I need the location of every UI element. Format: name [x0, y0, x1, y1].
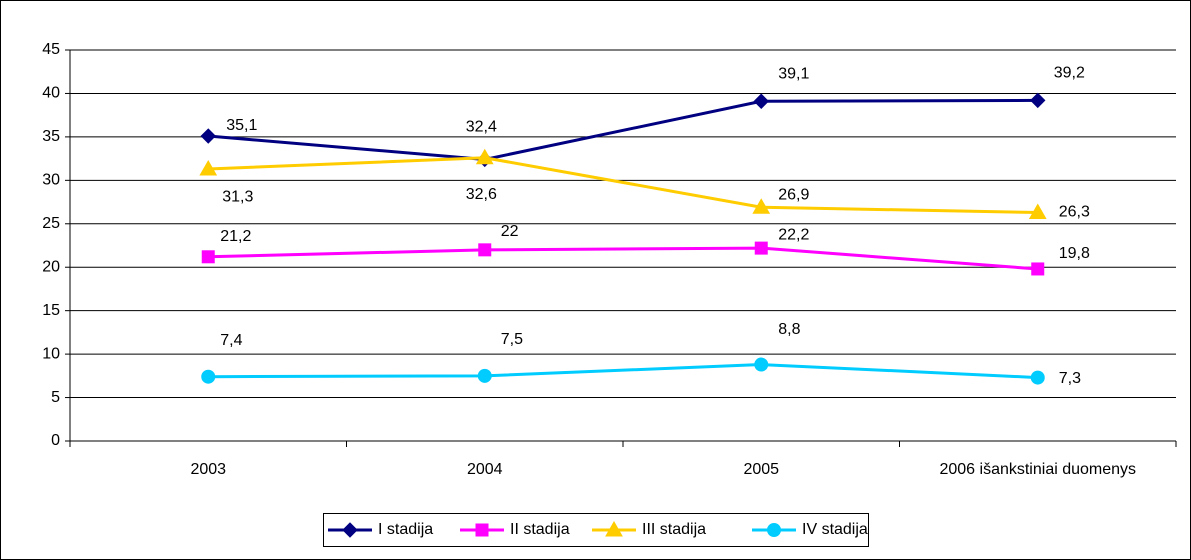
y-tick-label: 25 [42, 215, 60, 232]
legend-marker [767, 523, 781, 537]
data-label: 39,1 [778, 65, 809, 82]
y-tick-label: 20 [42, 258, 60, 275]
point-marker [199, 160, 218, 176]
legend-label: III stadija [642, 521, 706, 538]
point-marker [478, 243, 492, 257]
data-label: 26,3 [1059, 204, 1090, 221]
y-tick-label: 35 [42, 128, 60, 145]
data-label: 22 [501, 223, 519, 240]
point-marker [752, 198, 771, 214]
x-tick-label: 2006 išankstiniai duomenys [939, 461, 1136, 478]
data-label: 19,8 [1059, 245, 1090, 262]
data-label: 7,3 [1059, 370, 1081, 387]
data-label: 22,2 [778, 226, 809, 243]
point-marker [753, 93, 769, 109]
point-marker [1030, 92, 1046, 109]
x-tick-label: 2005 [743, 461, 779, 478]
legend-label: II stadija [510, 521, 570, 538]
y-tick-label: 5 [51, 389, 60, 406]
legend-label: I stadija [378, 521, 433, 538]
data-label: 26,9 [778, 186, 809, 203]
x-tick-label: 2003 [190, 461, 226, 478]
legend-marker [475, 523, 489, 537]
legend-marker [342, 522, 358, 538]
data-label: 21,2 [220, 228, 251, 245]
data-label: 7,4 [220, 332, 242, 349]
point-marker [201, 250, 215, 264]
data-label: 35,1 [226, 117, 257, 134]
data-label: 32,6 [466, 186, 497, 203]
point-marker [754, 357, 769, 372]
y-tick-label: 0 [51, 432, 60, 449]
legend-marker [605, 520, 623, 537]
data-label: 7,5 [501, 331, 523, 348]
point-marker [200, 128, 216, 144]
y-tick-label: 30 [42, 172, 60, 189]
y-tick-label: 10 [42, 345, 60, 362]
series-line [208, 363, 1038, 380]
point-marker [754, 241, 768, 255]
point-marker [477, 368, 492, 383]
x-tick-label: 2004 [467, 461, 503, 478]
point-marker [201, 369, 216, 384]
data-label: 32,4 [466, 119, 497, 136]
legend-label: IV stadija [802, 521, 868, 538]
point-marker [1030, 370, 1045, 385]
series-line [208, 156, 1038, 214]
data-label: 8,8 [778, 321, 800, 338]
data-label: 31,3 [222, 188, 253, 205]
point-marker [1031, 262, 1045, 276]
y-tick-label: 15 [42, 302, 60, 319]
data-label: 39,2 [1054, 65, 1085, 82]
series-line [208, 246, 1038, 271]
series-line [208, 98, 1038, 161]
point-marker [1028, 203, 1047, 219]
point-marker [475, 148, 494, 165]
y-tick-label: 40 [42, 85, 60, 102]
y-tick-label: 45 [42, 41, 60, 58]
